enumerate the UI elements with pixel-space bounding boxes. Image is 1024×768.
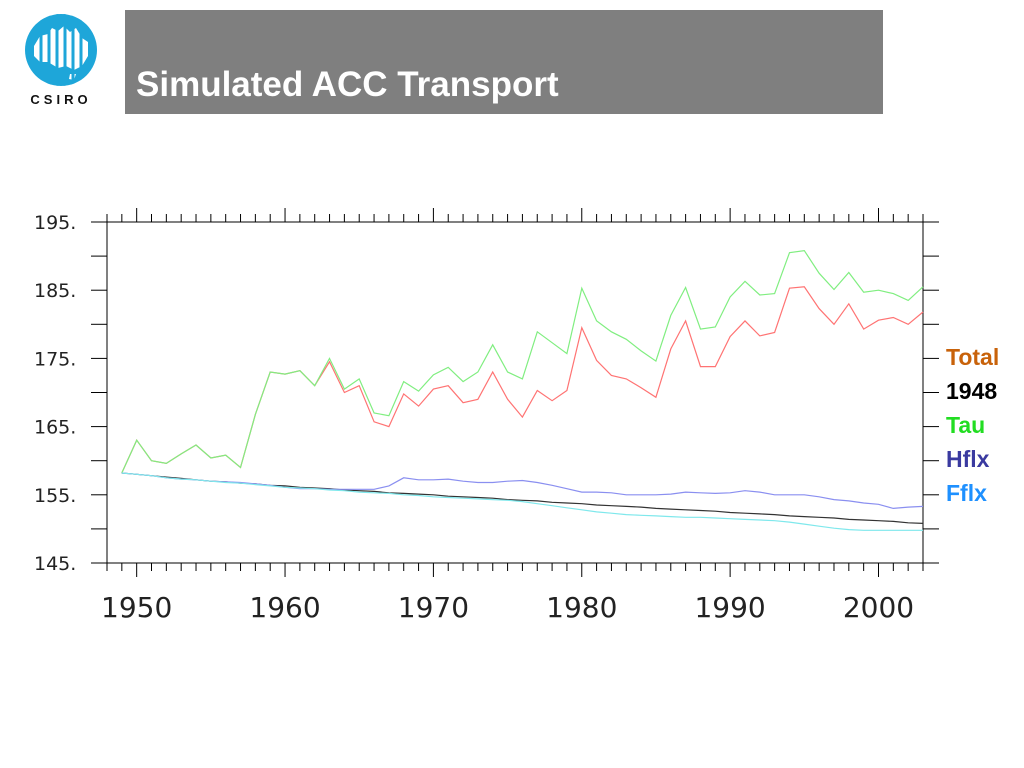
y-tick-label: 175.	[34, 348, 76, 370]
x-tick-label: 1970	[398, 591, 469, 624]
x-tick-label: 1950	[101, 591, 172, 624]
csiro-logo: CSIRO	[25, 14, 97, 107]
y-tick-label: 165.	[34, 417, 76, 439]
legend: Total 1948 Tau Hflx Fflx	[946, 340, 999, 510]
y-tick-label: 145.	[34, 553, 76, 575]
title-bar: Simulated ACC Transport	[125, 10, 883, 114]
legend-item-total: Total	[946, 344, 1000, 370]
series-line-tau	[121, 249, 924, 474]
legend-item-fflx: Fflx	[946, 480, 987, 506]
x-tick-label: 1980	[546, 591, 617, 624]
x-tick-label: 2000	[843, 591, 914, 624]
x-tick-label: 1990	[694, 591, 765, 624]
y-tick-label: 185.	[34, 280, 76, 302]
x-tick-label: 1960	[249, 591, 320, 624]
page-title: Simulated ACC Transport	[136, 65, 559, 104]
y-tick-label: 195.	[34, 212, 76, 234]
plot-frame	[106, 221, 924, 564]
legend-item-hflx: Hflx	[946, 446, 990, 472]
legend-item-1948: 1948	[946, 378, 998, 404]
series-line-fflx	[121, 472, 923, 531]
legend-item-tau: Tau	[946, 412, 986, 438]
series-line-hflx	[121, 472, 924, 510]
series-line-total	[121, 286, 924, 474]
y-tick-label: 155.	[34, 485, 76, 507]
australia-map-icon	[34, 14, 88, 86]
logo-text: CSIRO	[30, 92, 91, 107]
